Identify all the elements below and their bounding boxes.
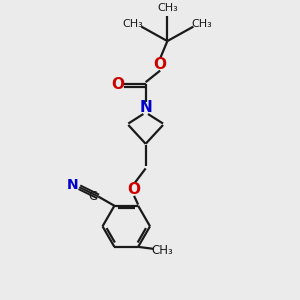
Text: O: O xyxy=(154,57,166,72)
Text: CH₃: CH₃ xyxy=(192,19,212,29)
Text: CH₃: CH₃ xyxy=(152,244,173,257)
Text: C: C xyxy=(88,190,98,203)
Text: N: N xyxy=(139,100,152,115)
Text: CH₃: CH₃ xyxy=(122,19,143,29)
Text: O: O xyxy=(128,182,141,197)
Text: CH₃: CH₃ xyxy=(157,3,178,13)
Text: O: O xyxy=(111,77,124,92)
Text: N: N xyxy=(67,178,79,192)
